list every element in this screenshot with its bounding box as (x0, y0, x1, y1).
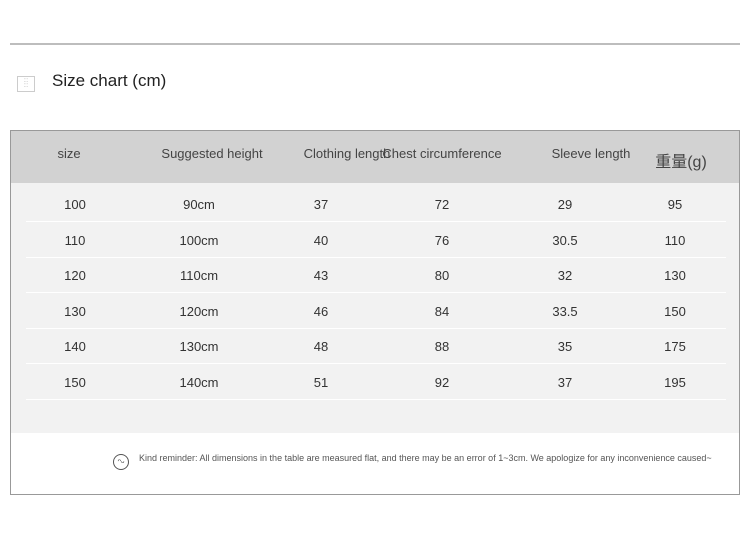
row-divider (26, 363, 726, 364)
table-cell: 37 (313, 197, 329, 212)
table-cell: 84 (434, 303, 450, 319)
table-cell: 100cm (179, 232, 219, 248)
table-cell: 110 (64, 232, 86, 248)
table-cell: 120cm (179, 303, 219, 319)
table-row: 150 140cm 51 92 37 195 (11, 365, 739, 400)
table-cell: 32 (557, 268, 573, 283)
size-table: size Suggested height Clothing length Chest… (10, 130, 740, 495)
table-cell: 88 (434, 339, 450, 354)
table-cell: 130cm (179, 339, 219, 354)
table-cell: 175 (664, 339, 686, 354)
table-cell: 48 (313, 339, 329, 354)
row-divider (26, 398, 726, 400)
table-row: 100 90cm 37 72 29 95 (11, 187, 739, 222)
table-cell: 140cm (179, 374, 219, 390)
column-header: Clothing length (303, 146, 391, 161)
table-cell: 37 (557, 374, 573, 390)
divider (10, 43, 740, 45)
table-cell: 92 (434, 374, 450, 390)
table-row: 120 110cm 43 80 32 130 (11, 258, 739, 293)
kind-reminder: Kind reminder: All dimensions in the tab… (139, 453, 712, 463)
column-header: size (57, 146, 81, 161)
row-divider (26, 327, 726, 329)
smiley-icon: ᵔᵕ (113, 454, 129, 470)
table-cell: 46 (313, 303, 329, 319)
table-cell: 130 (64, 303, 86, 319)
column-header: Suggested height (161, 146, 263, 161)
row-divider (26, 221, 726, 222)
row-divider (26, 256, 726, 258)
grid-icon: :::::: (17, 76, 35, 92)
table-cell: 80 (434, 268, 450, 283)
table-cell: 130 (664, 268, 686, 283)
column-header: 重量(g) (655, 154, 707, 171)
table-body: 100 90cm 37 72 29 95 110 100cm 40 76 30.5 110 120 110… (11, 183, 739, 433)
table-cell: 40 (313, 232, 329, 248)
column-header: Sleeve length (551, 146, 631, 161)
table-cell: 110 (664, 232, 686, 248)
table-cell: 195 (664, 374, 686, 390)
table-cell: 150 (64, 374, 86, 390)
column-header: Chest circumference (382, 146, 502, 161)
table-cell: 35 (557, 339, 573, 354)
table-row: 140 130cm 48 88 35 175 (11, 329, 739, 364)
table-cell: 43 (313, 268, 329, 283)
table-cell: 90cm (183, 197, 215, 212)
table-cell: 100 (64, 197, 86, 212)
table-cell: 30.5 (552, 232, 578, 248)
page-title: Size chart (cm) (52, 71, 167, 90)
table-row: 110 100cm 40 76 30.5 110 (11, 223, 739, 258)
table-cell: 33.5 (552, 303, 578, 319)
table-cell: 76 (434, 232, 450, 248)
table-cell: 51 (313, 374, 329, 390)
table-cell: 120 (64, 268, 86, 283)
table-cell: 29 (557, 197, 573, 212)
table-cell: 72 (434, 197, 450, 212)
table-cell: 95 (667, 197, 683, 212)
table-cell: 110cm (179, 268, 219, 283)
table-cell: 140 (64, 339, 86, 354)
table-row: 130 120cm 46 84 33.5 150 (11, 294, 739, 329)
table-header: size Suggested height Clothing length Chest… (11, 131, 739, 183)
row-divider (26, 292, 726, 293)
table-cell: 150 (664, 303, 686, 319)
